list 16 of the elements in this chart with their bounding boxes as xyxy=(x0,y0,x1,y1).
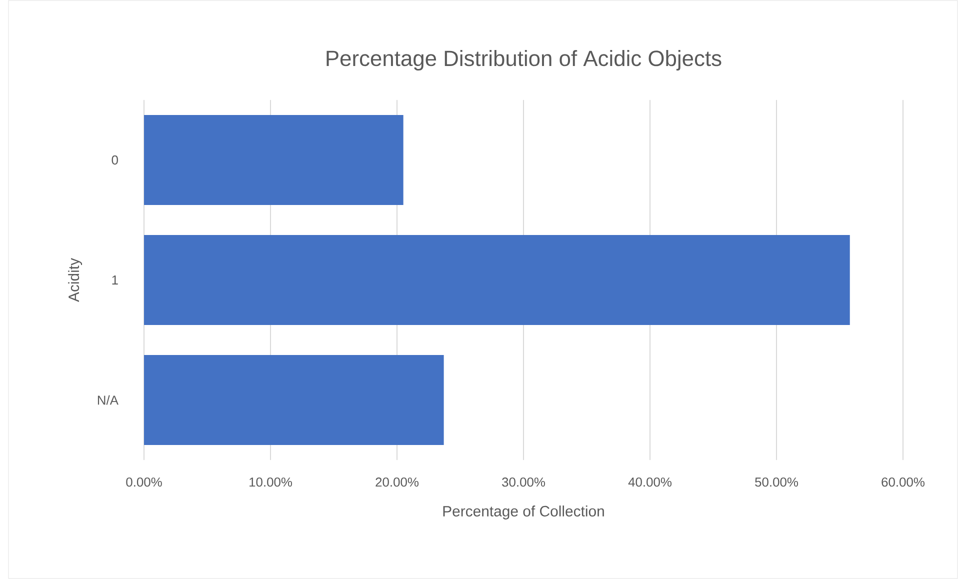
bar xyxy=(144,234,850,325)
x-axis-title: Percentage of Collection xyxy=(443,506,604,520)
y-tick-label: 1 xyxy=(112,276,118,284)
x-tick-label: 50.00% xyxy=(755,478,798,487)
x-tick-label: 30.00% xyxy=(502,478,546,487)
y-tick-label: N/A xyxy=(98,395,118,405)
x-tick-label: 0.00% xyxy=(126,478,162,487)
x-tick-label: 20.00% xyxy=(376,478,419,487)
x-tick-label: 10.00% xyxy=(250,478,292,487)
y-axis-title: Acidity xyxy=(68,258,82,302)
x-tick-label: 40.00% xyxy=(628,478,672,487)
chart-title: Percentage Distribution of Acidic Objects xyxy=(326,50,722,70)
bar xyxy=(144,354,444,445)
y-tick-label: 0 xyxy=(112,155,118,165)
x-tick-label: 60.00% xyxy=(882,478,925,487)
bar xyxy=(144,114,404,205)
